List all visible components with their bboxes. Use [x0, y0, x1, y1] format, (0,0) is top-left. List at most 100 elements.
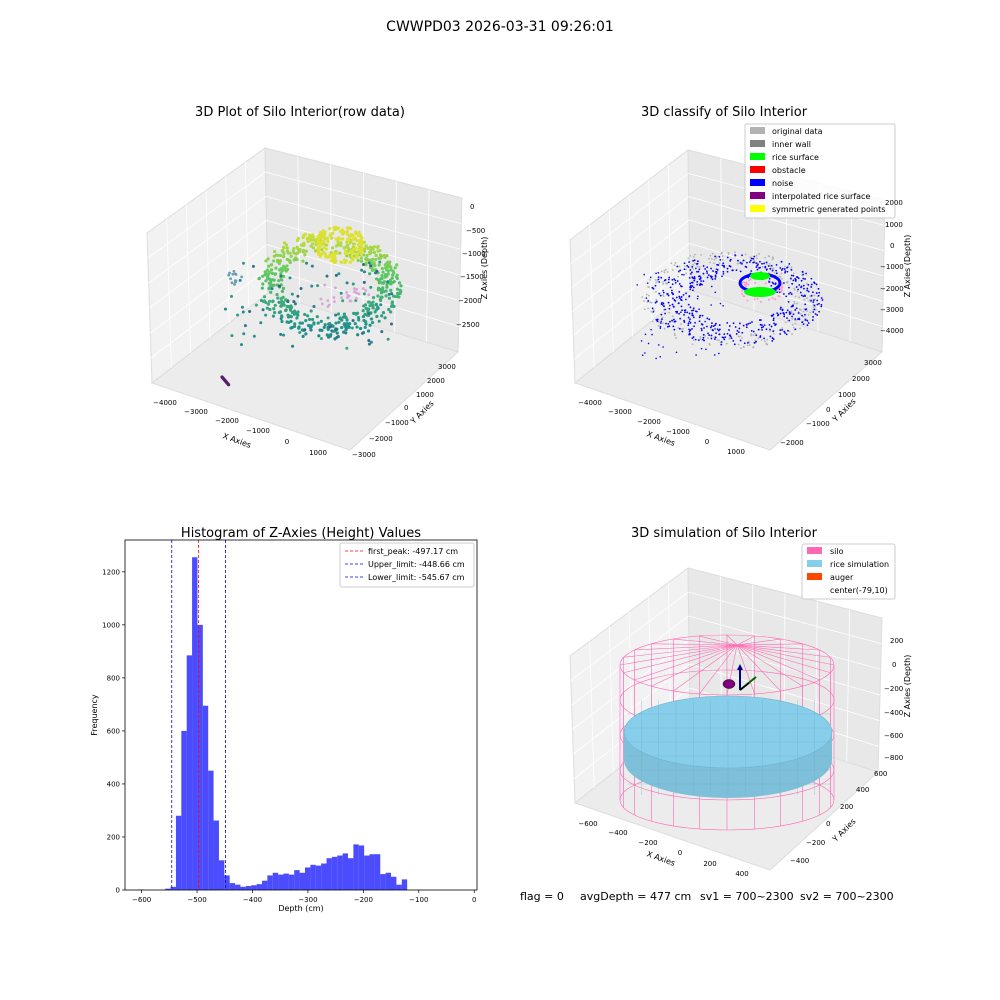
classify-point-original: [736, 262, 739, 265]
classify-point-original: [744, 253, 747, 256]
silo-roof-line: [726, 634, 738, 646]
classify-point-noise: [645, 297, 648, 299]
classify-point-original: [792, 272, 795, 275]
classify-point-noise: [660, 276, 663, 279]
raw-z-label: Z Axies (Depth): [480, 237, 489, 300]
classify-point-noise: [664, 312, 667, 315]
classify-point-noise: [783, 330, 786, 333]
classify-point-noise: [714, 270, 717, 273]
classify-point-noise: [712, 325, 715, 327]
classify-point-noise: [688, 320, 691, 323]
classify-legend-swatch: [750, 192, 765, 199]
classify-point-obstacle: [745, 283, 748, 286]
classify-point-original: [806, 310, 808, 312]
classify-point-original: [753, 259, 756, 262]
classify-point-original: [693, 262, 696, 265]
classify-point-original: [814, 308, 817, 311]
classify-point-noise: [816, 299, 819, 302]
raw-point: [376, 294, 380, 298]
classify-point-original: [647, 307, 650, 310]
raw-point: [288, 251, 292, 255]
raw-point: [341, 315, 346, 319]
classify-point-noise: [777, 313, 780, 316]
classify-point-noise: [675, 296, 678, 299]
classify-point-noise: [704, 320, 706, 323]
raw-point: [334, 321, 338, 325]
histogram-bar: [213, 820, 219, 890]
classify-point-noise: [804, 278, 806, 280]
raw-point: [229, 294, 233, 298]
sim-y-tick: 0: [826, 820, 830, 828]
histogram-bar: [337, 855, 343, 890]
classify-point-noise: [701, 338, 704, 341]
classify-point-noise: [804, 319, 807, 321]
raw-point: [306, 237, 310, 241]
raw-point: [362, 263, 366, 267]
classify-point-original: [643, 308, 646, 311]
classify-point-original: [798, 296, 801, 299]
raw-point: [386, 260, 390, 264]
raw-point: [295, 257, 299, 262]
silo-roof-line: [736, 643, 803, 646]
classify-point-noise: [802, 284, 805, 287]
classify-point-noise: [691, 265, 694, 268]
classify-point-noise: [714, 336, 717, 339]
classify-point-original: [700, 253, 703, 256]
classify-point-noise: [692, 316, 695, 319]
raw-point: [380, 287, 385, 291]
classify-point-noise: [797, 318, 799, 320]
classify-point-obstacle: [764, 282, 767, 285]
raw-y-tick: −1000: [385, 419, 409, 427]
raw-point: [354, 255, 359, 259]
classify-point-noise: [722, 272, 725, 275]
raw-point: [320, 239, 325, 243]
classify-point-noise: [692, 309, 695, 312]
classify-point-noise: [772, 319, 775, 322]
classify-point-noise: [657, 272, 660, 274]
raw-point: [367, 307, 371, 311]
classify-point-noise: [659, 294, 662, 297]
classify-point-original: [781, 327, 784, 330]
raw-point: [334, 286, 337, 290]
avg-depth-text: avgDepth = 477 cm: [580, 890, 691, 903]
classify-point-original: [650, 301, 653, 304]
cls-y-tick: 2000: [852, 375, 870, 383]
raw-point: [395, 273, 399, 277]
raw-point: [301, 243, 306, 248]
classify-point-noise: [751, 321, 753, 323]
classify-point-obstacle: [753, 298, 756, 301]
classify-legend-label: inner wall: [772, 140, 811, 149]
classify-point-obstacle: [743, 281, 746, 284]
raw-point: [356, 234, 361, 238]
raw-point: [378, 279, 382, 284]
raw-point: [322, 250, 326, 254]
raw-point: [285, 246, 289, 250]
raw-point: [229, 277, 232, 281]
silo-roof-line: [699, 644, 738, 695]
classify-point-noise: [662, 346, 664, 348]
classify-point-noise: [710, 337, 713, 340]
classify-point-noise: [665, 322, 667, 325]
classify-point-original: [693, 253, 696, 256]
classify-point-original: [662, 293, 664, 296]
classify-point-obstacle: [769, 281, 772, 284]
raw-y-tick: 3000: [438, 363, 456, 371]
classify-point-noise: [815, 292, 818, 294]
raw-point: [285, 264, 289, 268]
classify-point-noise: [680, 311, 682, 314]
raw-point: [361, 314, 365, 319]
classify-point-noise: [700, 329, 703, 332]
raw-point: [254, 303, 258, 307]
classify-point-noise: [812, 315, 814, 318]
classify-point-original: [771, 267, 773, 270]
raw-point: [281, 295, 285, 299]
raw-point: [228, 271, 231, 275]
classify-point-original: [781, 277, 783, 280]
raw-point: [304, 318, 308, 323]
raw-point: [259, 299, 263, 303]
classify-point-noise: [726, 270, 729, 273]
silo-roof-line: [736, 644, 781, 692]
classify-point-noise: [660, 313, 663, 316]
raw-point: [284, 243, 288, 247]
cls-z-tick: 0: [890, 242, 894, 250]
